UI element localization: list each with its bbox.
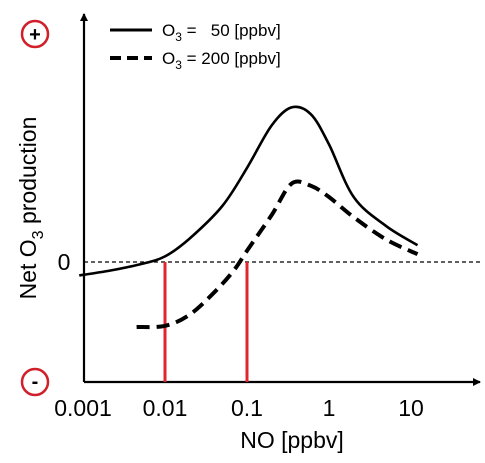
x-tick-label: 0.01	[143, 395, 188, 421]
legend-2-prefix: O	[162, 49, 175, 68]
legend-label-series-2: O3 = 200 [ppbv]	[162, 49, 281, 72]
y-tick-label: 0	[58, 249, 71, 275]
x-axis-title: NO [ppbv]	[240, 427, 344, 453]
x-tick-labels: 0.001 0.01 0.1 1 10	[54, 395, 424, 421]
y-axis-title-prefix: Net O	[15, 239, 41, 299]
x-tick-label: 1	[323, 395, 336, 421]
y-axis-title-subscript: 3	[30, 230, 47, 239]
plus-sign: +	[29, 24, 41, 46]
x-tick-label: 10	[398, 395, 424, 421]
y-axis-plus-marker: +	[20, 19, 50, 49]
x-tick-label: 0.1	[231, 395, 263, 421]
minus-sign: -	[32, 371, 39, 393]
series-line-solid	[79, 105, 419, 277]
legend: O3 = 50 [ppbv] O3 = 200 [ppbv]	[110, 21, 281, 72]
y-axis-title: Net O3 production	[15, 117, 47, 300]
y-axis-minus-marker: -	[20, 367, 50, 397]
legend-2-suffix: = 200 [ppbv]	[182, 49, 281, 68]
x-tick-label: 0.001	[54, 395, 112, 421]
y-axis-title-suffix: production	[15, 117, 41, 231]
legend-label-series-1: O3 = 50 [ppbv]	[162, 21, 281, 44]
y-tick-labels: 0	[58, 249, 71, 275]
legend-1-prefix: O	[162, 21, 175, 40]
crossing-lines	[163, 262, 249, 382]
series-line-dashed	[136, 179, 419, 330]
legend-2-subscript: 3	[175, 58, 182, 72]
series-lines	[79, 105, 419, 330]
legend-1-subscript: 3	[175, 30, 182, 44]
legend-1-suffix: = 50 [ppbv]	[182, 21, 281, 40]
